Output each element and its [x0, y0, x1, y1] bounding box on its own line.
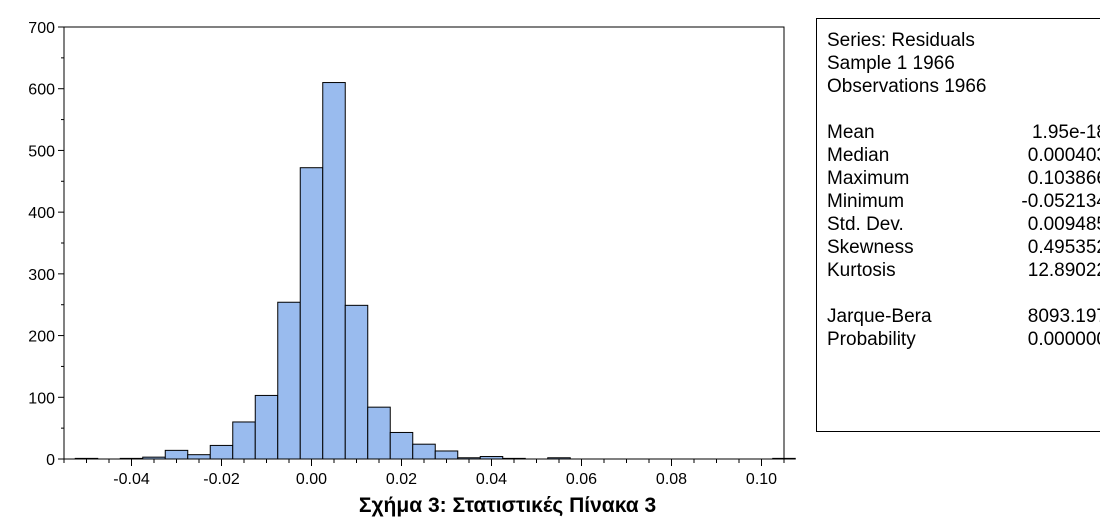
y-tick-label: 0: [46, 452, 55, 469]
figure-caption: Σχήμα 3: Στατιστικές Πίνακα 3: [358, 494, 657, 517]
x-tick-label: 0.00: [296, 471, 327, 488]
histogram-bar: [232, 421, 256, 460]
stat-row-probability: Probability 0.000000: [827, 328, 1100, 351]
x-tick-label: 0.02: [386, 471, 417, 488]
histogram-bar: [164, 449, 189, 460]
histogram-bar: [209, 444, 234, 460]
histogram-bar: [389, 431, 414, 460]
sample-label: Sample 1 1966: [827, 53, 955, 74]
stat-label: Jarque-Bera: [827, 306, 932, 327]
stat-row-maximum: Maximum 0.103866: [827, 167, 1100, 190]
stat-value: 0.495352: [1027, 237, 1100, 258]
histogram-bar: [502, 457, 526, 460]
histogram-bar: [322, 82, 346, 460]
histogram-bar: [772, 457, 796, 460]
stat-label: Skewness: [827, 237, 914, 258]
stat-row-minimum: Minimum -0.052134: [827, 190, 1100, 213]
y-tick-label: 300: [28, 267, 55, 284]
stat-row-mean: Mean 1.95e-18: [827, 121, 1100, 144]
histogram-bar: [142, 456, 166, 460]
x-tick-label: 0.08: [656, 471, 687, 488]
stat-row-skewness: Skewness 0.495352: [827, 236, 1100, 259]
histogram-bar: [547, 457, 571, 460]
stat-value: 1.95e-18: [1031, 122, 1100, 143]
y-axis: 0 100 200 300 400 500 600 700: [28, 20, 64, 469]
stat-row-kurtosis: Kurtosis 12.89022: [827, 259, 1100, 282]
histogram-bar: [299, 167, 324, 460]
histogram-bar: [74, 457, 99, 460]
histogram-bar: [344, 304, 369, 460]
observations-label: Observations 1966: [827, 76, 987, 97]
stat-label: Maximum: [827, 168, 910, 189]
stat-value: 8093.197: [1027, 306, 1100, 327]
y-tick-label: 500: [28, 143, 55, 160]
stat-value: -0.052134: [1021, 191, 1100, 212]
x-tick-label: -0.02: [203, 471, 240, 488]
histogram-bar: [367, 406, 391, 460]
histogram-bar: [457, 457, 481, 460]
y-tick-label: 600: [28, 82, 55, 99]
x-tick-label: 0.04: [476, 471, 507, 488]
stat-value: 0.009485: [1027, 214, 1100, 235]
histogram-bar: [479, 456, 504, 460]
stat-value: 0.000000: [1027, 329, 1100, 350]
x-axis: -0.04 -0.02 0.00 0.02 0.04 0.06 0.08 0.10: [63, 459, 785, 488]
stat-label: Kurtosis: [827, 260, 896, 281]
y-tick-label: 700: [28, 20, 55, 37]
stat-value: 0.000403: [1027, 145, 1100, 166]
y-tick-label: 100: [28, 390, 55, 407]
statistics-panel: Series: Residuals Sample 1 1966 Observat…: [816, 18, 1100, 432]
histogram-bar: [254, 394, 279, 460]
histogram-bar: [412, 443, 436, 460]
x-tick-label: 0.10: [746, 471, 777, 488]
x-tick-label: 0.06: [566, 471, 597, 488]
histogram-chart: 0 100 200 300 400 500 600 700 -0.04 -0.02 0.00 0.0…: [28, 20, 796, 488]
stat-label: Std. Dev.: [827, 214, 904, 235]
stat-label: Minimum: [827, 191, 905, 212]
x-tick-label: -0.04: [113, 471, 150, 488]
y-tick-label: 400: [28, 205, 55, 222]
stat-value: 0.103866: [1027, 168, 1100, 189]
stat-label: Median: [827, 145, 890, 166]
series-label: Series: Residuals: [827, 30, 975, 51]
stat-label: Probability: [827, 329, 916, 350]
y-tick-label: 200: [28, 329, 55, 346]
histogram-bar: [187, 454, 211, 460]
histogram-bar: [119, 457, 144, 460]
histogram-bars: [74, 82, 796, 460]
stat-label: Mean: [827, 122, 875, 143]
stat-value: 12.89022: [1027, 260, 1100, 281]
histogram-bar: [277, 301, 301, 460]
histogram-bar: [434, 450, 459, 460]
stat-row-std-dev: Std. Dev. 0.009485: [827, 213, 1100, 236]
stat-row-jarque-bera: Jarque-Bera 8093.197: [827, 305, 1100, 328]
stat-row-median: Median 0.000403: [827, 144, 1100, 167]
plot-area: [63, 26, 785, 460]
